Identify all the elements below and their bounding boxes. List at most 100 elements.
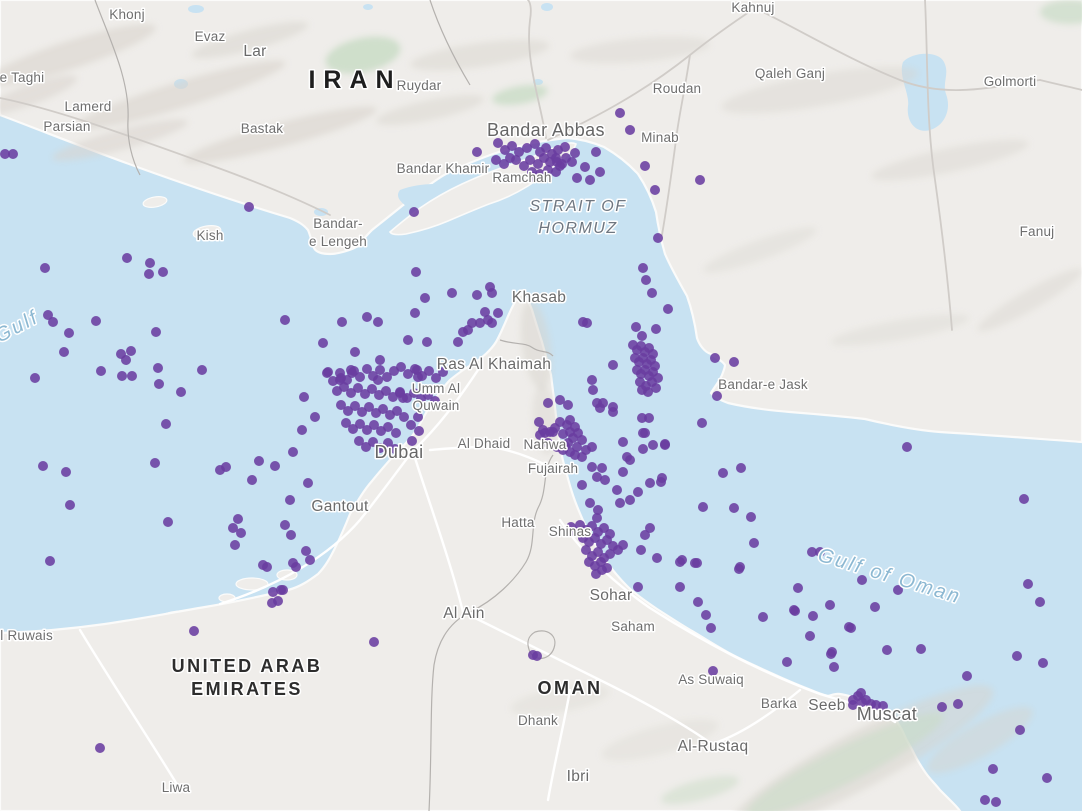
data-point-dot <box>588 385 598 395</box>
map-label: Ras Al Khaimah <box>437 356 551 373</box>
uae-oman-border <box>428 454 554 811</box>
data-point-dot <box>585 498 595 508</box>
data-point-dot <box>735 562 745 572</box>
data-point-dot <box>362 364 372 374</box>
data-point-dot <box>595 403 605 413</box>
data-point-dot <box>8 149 18 159</box>
data-point-dot <box>870 602 880 612</box>
data-point-dot <box>848 700 858 710</box>
data-point-dot <box>902 442 912 452</box>
map-label: Seeb <box>808 697 845 714</box>
data-point-dot <box>712 391 722 401</box>
data-point-dot <box>323 367 333 377</box>
map-label: Bastak <box>241 121 284 136</box>
data-point-dot <box>660 439 670 449</box>
data-point-dot <box>825 600 835 610</box>
data-point-dot <box>403 335 413 345</box>
vegetation-patches <box>325 0 1082 811</box>
data-point-dot <box>407 436 417 446</box>
data-point-dot <box>176 387 186 397</box>
kish-island <box>192 225 222 239</box>
data-point-dot <box>145 258 155 268</box>
map-label: Liwa <box>162 780 191 795</box>
data-point-dot <box>640 161 650 171</box>
dots-layer <box>0 108 1052 807</box>
data-point-dot <box>122 253 132 263</box>
data-point-dot <box>572 442 582 452</box>
map-label: Bandar-e Jask <box>718 377 808 392</box>
data-point-dot <box>701 610 711 620</box>
data-point-dot <box>151 327 161 337</box>
data-point-dot <box>625 125 635 135</box>
data-point-dot <box>368 437 378 447</box>
data-point-dot <box>695 175 705 185</box>
data-point-dot <box>543 438 553 448</box>
data-point-dot <box>633 487 643 497</box>
data-point-dot <box>144 269 154 279</box>
data-point-dot <box>637 331 647 341</box>
data-point-dot <box>288 558 298 568</box>
data-point-dot <box>378 404 388 414</box>
data-point-dot <box>577 435 587 445</box>
data-point-dot <box>587 462 597 472</box>
data-point-dot <box>597 463 607 473</box>
data-point-dot <box>392 406 402 416</box>
data-point-dot <box>491 155 501 165</box>
data-point-dot <box>336 400 346 410</box>
data-point-dot <box>273 596 283 606</box>
data-point-dot <box>369 420 379 430</box>
data-point-dot <box>652 553 662 563</box>
data-point-dot <box>413 412 423 422</box>
data-point-dot <box>364 402 374 412</box>
data-point-dot <box>677 555 687 565</box>
map-label: OMAN <box>538 678 603 698</box>
data-point-dot <box>638 428 648 438</box>
data-point-dot <box>361 442 371 452</box>
map-label: Khonj <box>109 7 145 22</box>
data-point-dot <box>357 407 367 417</box>
data-point-dot <box>980 795 990 805</box>
data-point-dot <box>857 575 867 585</box>
islet <box>346 237 368 249</box>
data-point-dot <box>622 452 632 462</box>
data-point-dot <box>270 461 280 471</box>
map-label: Al-Rustaq <box>678 738 749 755</box>
map-label: Al Ruwais <box>0 628 53 643</box>
data-point-dot <box>690 558 700 568</box>
data-point-dot <box>350 401 360 411</box>
data-point-dot <box>480 307 490 317</box>
abu-dhabi-islet <box>235 577 269 591</box>
data-point-dot <box>1012 651 1022 661</box>
data-point-dot <box>278 585 288 595</box>
data-point-dot <box>618 437 628 447</box>
data-point-dot <box>916 644 926 654</box>
hatta-enclave-border <box>527 630 556 659</box>
data-point-dot <box>310 412 320 422</box>
data-point-dot <box>637 413 647 423</box>
data-point-dot <box>472 147 482 157</box>
data-point-dot <box>362 425 372 435</box>
map-label: Shinas <box>549 524 592 539</box>
data-point-dot <box>406 420 416 430</box>
data-point-dot <box>48 317 58 327</box>
data-point-dot <box>422 337 432 347</box>
data-point-dot <box>746 512 756 522</box>
data-point-dot <box>543 398 553 408</box>
data-point-dot <box>637 385 647 395</box>
data-point-dot <box>631 322 641 332</box>
data-point-dot <box>698 502 708 512</box>
data-point-dot <box>30 373 40 383</box>
data-point-dot <box>262 562 272 572</box>
data-point-dot <box>988 764 998 774</box>
data-point-dot <box>815 547 825 557</box>
data-point-dot <box>558 429 568 439</box>
data-point-dot <box>844 622 854 632</box>
data-point-dot <box>40 263 50 273</box>
data-point-dot <box>411 267 421 277</box>
data-point-dot <box>1015 725 1025 735</box>
data-point-dot <box>430 396 440 406</box>
data-point-dot <box>749 538 759 548</box>
map-label: Evaz <box>195 29 226 44</box>
data-point-dot <box>189 626 199 636</box>
